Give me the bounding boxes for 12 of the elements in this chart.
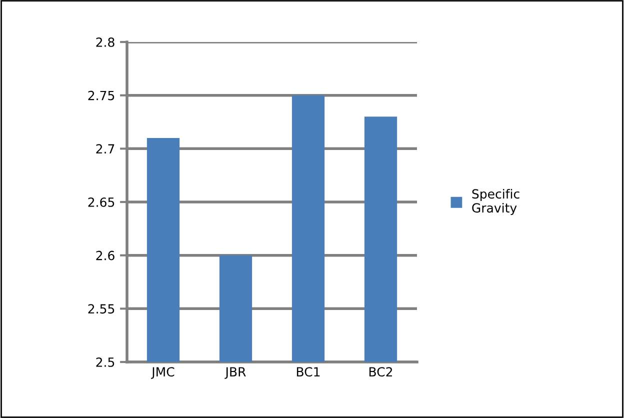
x-tick-label: BC2 xyxy=(369,367,392,377)
x-tick-label: JMC xyxy=(151,367,174,379)
y-tick-label: 2.6 xyxy=(96,250,114,260)
y-tick-label: 2.65 xyxy=(88,197,114,207)
y-tick-label: 2.7 xyxy=(96,144,114,154)
x-tick-label: BC1 xyxy=(296,367,320,377)
x-tick-label: JBR xyxy=(224,367,246,379)
y-tick-label: 2.55 xyxy=(88,304,114,314)
legend-label: Specific Gravity xyxy=(472,188,520,216)
y-tick-label: 2.8 xyxy=(96,37,114,47)
y-tick-label: 2.75 xyxy=(88,90,114,100)
y-tick-label: 2.5 xyxy=(96,357,114,367)
